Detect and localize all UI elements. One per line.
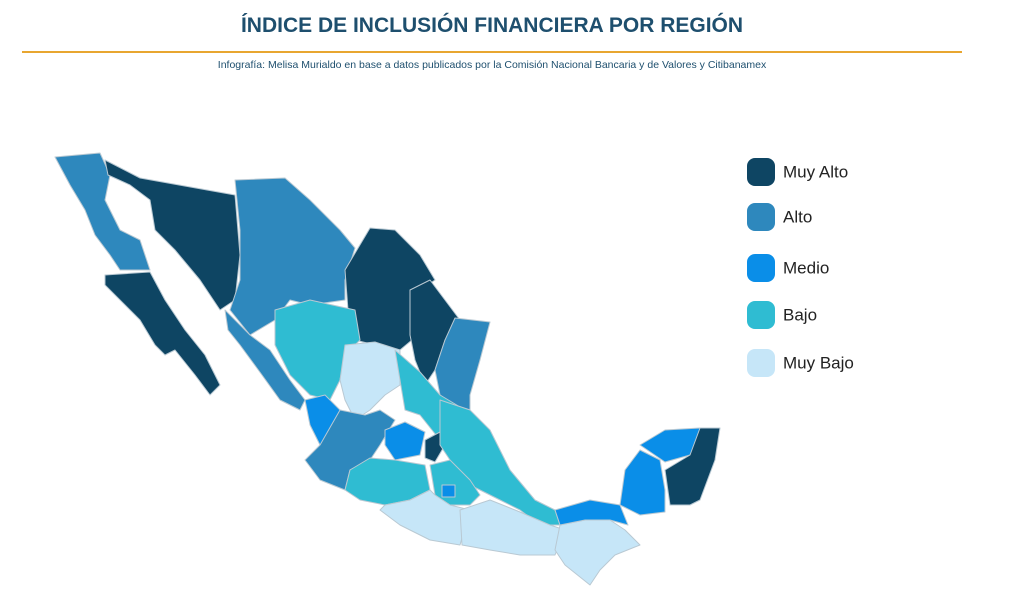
legend-swatch — [747, 301, 775, 329]
legend: Muy Alto Alto Medio Bajo Muy Bajo — [747, 158, 854, 377]
title: ÍNDICE DE INCLUSIÓN FINANCIERA POR REGIÓ… — [240, 14, 744, 37]
title-rule — [22, 51, 962, 53]
states — [54, 152, 721, 586]
state — [664, 427, 721, 506]
legend-label: Muy Alto — [783, 162, 848, 181]
state — [384, 421, 426, 461]
legend-label: Bajo — [783, 305, 817, 324]
legend-label: Medio — [783, 258, 829, 277]
state — [104, 271, 221, 396]
legend-label: Muy Bajo — [783, 353, 854, 372]
state — [339, 341, 401, 421]
state — [224, 309, 306, 411]
state — [441, 484, 456, 498]
legend-swatch — [747, 349, 775, 377]
legend-swatch — [747, 203, 775, 231]
legend-label: Alto — [783, 207, 812, 226]
state — [54, 152, 151, 271]
state — [104, 159, 241, 311]
state — [554, 519, 641, 586]
state — [304, 409, 396, 491]
legend-swatch — [747, 254, 775, 282]
subtitle: Infografía: Melisa Murialdo en base a da… — [217, 59, 767, 71]
state — [619, 449, 666, 516]
state — [554, 499, 629, 526]
legend-swatch — [747, 158, 775, 186]
